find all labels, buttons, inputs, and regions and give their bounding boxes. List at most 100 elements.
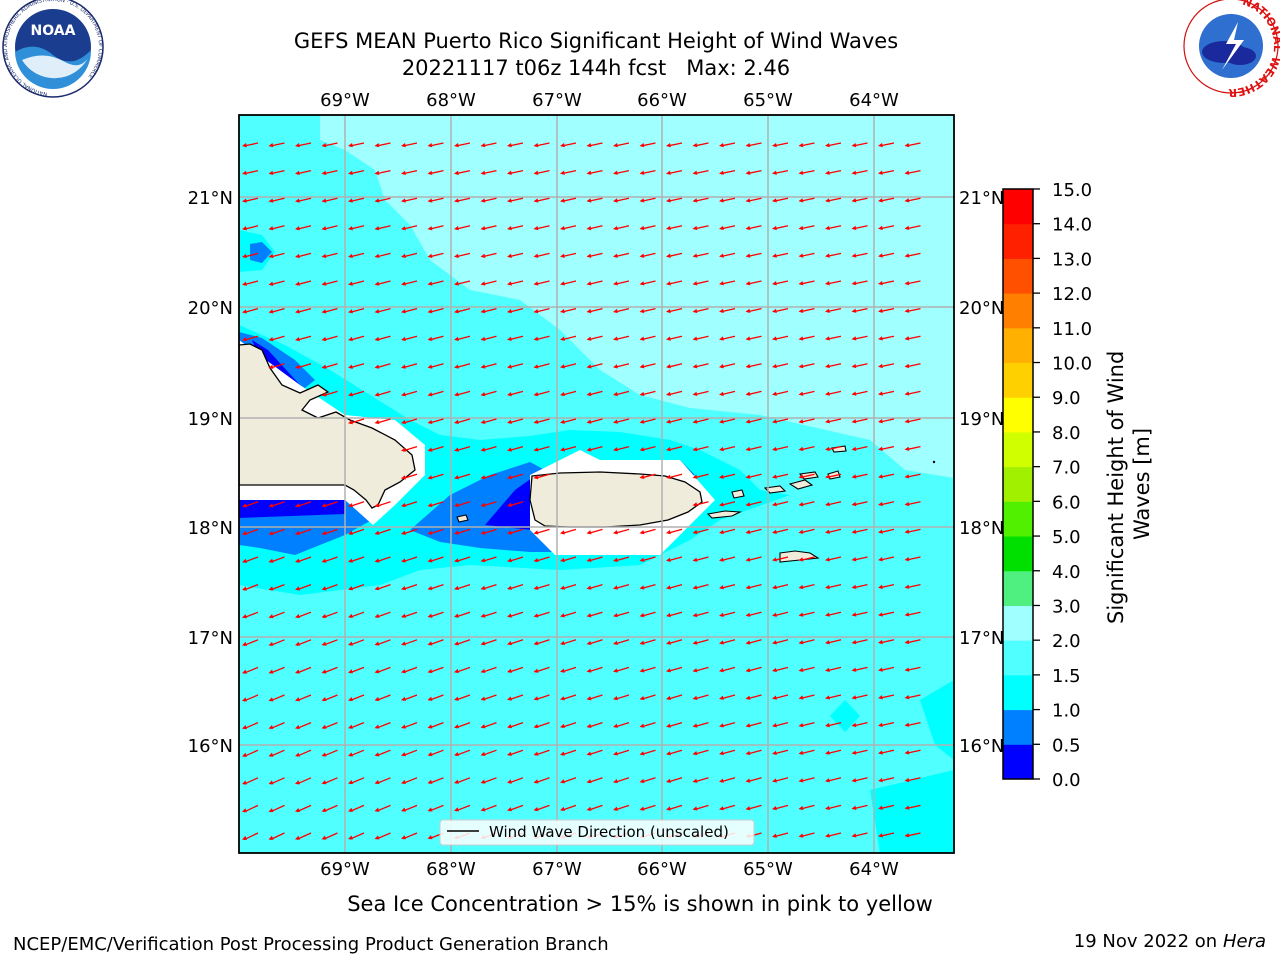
wind-arrow xyxy=(613,142,630,148)
wind-arrow xyxy=(798,363,815,369)
wind-arrow xyxy=(825,501,842,507)
wind-arrow xyxy=(825,280,842,286)
wind-arrow xyxy=(851,225,868,231)
wind-arrow xyxy=(348,225,365,231)
wind-arrow xyxy=(851,694,868,700)
wind-arrow xyxy=(454,307,471,314)
lat-label-left: 19°N xyxy=(188,409,233,430)
wind-arrow xyxy=(772,418,789,424)
wind-arrow xyxy=(745,225,762,231)
colorbar-segment xyxy=(1003,501,1033,537)
wind-arrow xyxy=(401,528,418,535)
wind-arrow xyxy=(242,142,259,148)
wind-arrow xyxy=(878,611,895,617)
wind-arrow xyxy=(719,694,736,700)
wind-arrow xyxy=(851,611,868,617)
wind-arrow xyxy=(613,556,630,562)
wind-arrow xyxy=(560,583,577,590)
wind-arrow xyxy=(374,749,391,757)
wind-arrow xyxy=(321,721,338,729)
wind-arrow xyxy=(613,749,630,756)
colorbar-frame xyxy=(1002,188,1034,780)
wind-arrow xyxy=(719,611,736,618)
colorbar-tick-label: 14.0 xyxy=(1052,215,1092,236)
wind-arrow xyxy=(692,445,709,452)
chart-subtitle: 20221117 t06z 144h fcst Max: 2.46 xyxy=(402,56,790,80)
wind-arrow xyxy=(878,749,895,755)
land-hispaniola xyxy=(239,343,416,509)
wind-arrow xyxy=(719,666,736,673)
wind-arrow xyxy=(533,749,550,756)
wind-arrow xyxy=(321,556,338,563)
wind-arrow xyxy=(454,556,471,563)
wind-arrow xyxy=(480,307,497,314)
wind-arrow xyxy=(772,777,789,783)
wind-arrow xyxy=(454,583,471,591)
colorbar-tick-label: 11.0 xyxy=(1052,319,1092,340)
colorbar-segment xyxy=(1003,709,1033,745)
wind-arrow xyxy=(507,280,524,286)
wind-arrow xyxy=(374,142,391,148)
wind-arrow xyxy=(401,197,418,203)
wind-arrow xyxy=(374,528,391,535)
wind-arrow xyxy=(666,473,683,479)
wind-arrow xyxy=(586,142,603,148)
wind-arrow xyxy=(268,528,285,536)
wind-arrow xyxy=(586,390,603,397)
wind-arrow xyxy=(825,169,842,175)
wind-arrow xyxy=(321,583,338,591)
wind-arrow xyxy=(878,694,895,700)
wind-arrow xyxy=(348,694,365,702)
wind-arrow xyxy=(666,363,683,369)
wind-arrow xyxy=(798,335,815,341)
wind-arrow xyxy=(401,583,418,591)
wind-arrow xyxy=(295,832,312,840)
wind-arrow xyxy=(692,749,709,756)
wind-arrow xyxy=(401,169,418,175)
wind-arrow xyxy=(454,418,471,425)
wind-arrow xyxy=(586,804,603,811)
wind-arrow xyxy=(427,473,444,480)
wind-arrow xyxy=(825,445,842,452)
wind-arrow xyxy=(851,777,868,783)
wind-arrow xyxy=(454,280,471,286)
wind-arrow xyxy=(268,666,285,674)
wind-arrow xyxy=(745,169,762,175)
wind-arrow xyxy=(427,611,444,618)
wind-arrow xyxy=(268,556,285,563)
wind-arrow xyxy=(851,721,868,728)
wind-arrow xyxy=(639,280,656,286)
wind-arrow xyxy=(798,749,815,755)
wind-arrow xyxy=(348,528,365,535)
wind-arrow xyxy=(295,363,312,369)
wind-arrow xyxy=(825,252,842,258)
wind-arrow xyxy=(454,721,471,729)
wind-arrow xyxy=(507,611,524,618)
wind-arrow xyxy=(242,335,259,342)
wind-arrow xyxy=(825,390,842,396)
wind-arrow xyxy=(719,418,736,424)
wind-arrow xyxy=(533,197,550,203)
noaa-logo-text: NOAA xyxy=(31,23,76,39)
wind-arrow xyxy=(878,721,895,728)
colorbar-label-line1: Significant Height of Wind xyxy=(1104,351,1128,624)
wind-arrow xyxy=(427,694,444,701)
wind-arrow xyxy=(401,473,418,480)
legend-label: Wind Wave Direction (unscaled) xyxy=(489,823,729,841)
land-st-croix xyxy=(779,550,820,563)
colorbar-segment xyxy=(1003,674,1033,711)
wind-arrow xyxy=(878,777,895,783)
wind-arrow xyxy=(798,418,815,424)
wind-arrow xyxy=(613,777,630,784)
wind-arrow xyxy=(533,252,550,258)
wind-arrow xyxy=(242,777,259,785)
wind-arrow xyxy=(798,169,815,175)
wind-arrow xyxy=(321,225,338,231)
wind-arrow xyxy=(613,583,630,590)
wind-arrow xyxy=(613,169,630,175)
wind-arrow xyxy=(454,777,471,784)
wind-arrow xyxy=(825,666,842,672)
wind-arrow xyxy=(851,390,868,396)
wind-arrow xyxy=(401,832,418,840)
wind-arrow xyxy=(533,804,550,812)
